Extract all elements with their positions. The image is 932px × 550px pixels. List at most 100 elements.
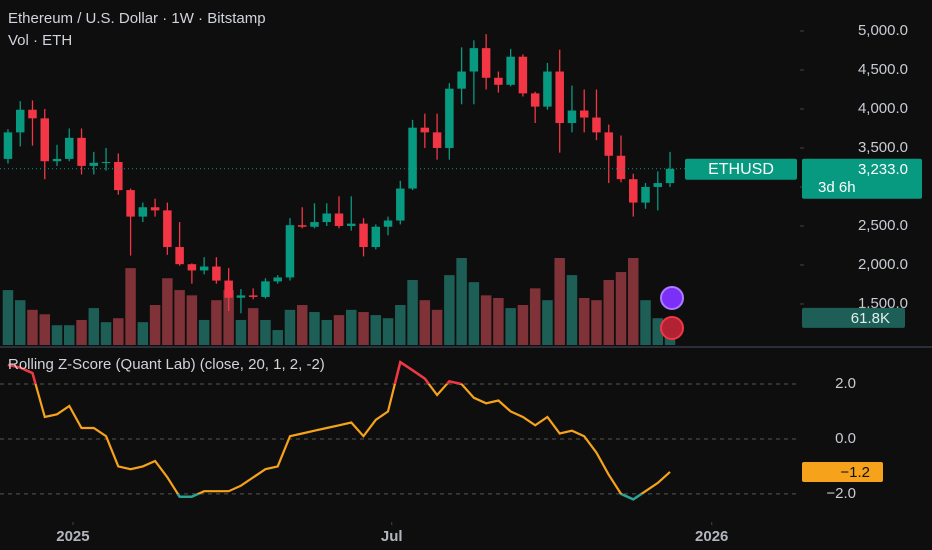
volume-bar (51, 325, 63, 345)
volume-bar (358, 312, 369, 345)
candle-body (481, 48, 491, 78)
y-tick-label: 2,000.0 (858, 256, 908, 273)
candle-body (665, 168, 675, 184)
indicator-title: Rolling Z-Score (Quant Lab) (close, 20, … (8, 356, 325, 373)
volume-bar (431, 309, 443, 345)
candle-body (408, 127, 417, 189)
candle-body (187, 264, 197, 271)
volume-bar (395, 305, 406, 345)
volume-bar (407, 279, 418, 345)
candle-body (77, 137, 86, 166)
candle-body (40, 118, 50, 162)
volume-bar (578, 297, 590, 345)
candle-body (359, 223, 368, 248)
candle-body (28, 109, 37, 119)
volume-bar (480, 295, 492, 345)
volume-bar (113, 318, 124, 345)
last-price-label: 3,233.0 (858, 161, 908, 178)
volume-bar (591, 300, 602, 345)
candle-body (285, 225, 295, 278)
symbol-box (685, 158, 797, 180)
x-tick-label: 2026 (695, 528, 728, 545)
volume-bar (284, 309, 296, 345)
volume-bar (346, 309, 357, 345)
y-tick-label: −2.0 (826, 485, 856, 502)
candle-body (555, 71, 564, 124)
candle-body (212, 266, 221, 281)
volume-bar (260, 319, 271, 345)
candle-body (396, 188, 405, 221)
volume-bar (174, 290, 185, 345)
candle-body (175, 247, 184, 265)
volume-bar (652, 318, 664, 345)
candle-body (334, 213, 344, 226)
candle-body (163, 210, 172, 248)
chart-title: Ethereum / U.S. Dollar · 1W · Bitstamp (8, 10, 266, 27)
y-tick-label: 0.0 (835, 430, 856, 447)
candle-body (641, 186, 650, 203)
candle-body (579, 110, 589, 118)
volume-bar (333, 315, 345, 345)
flag-icon[interactable] (660, 316, 684, 340)
candle-body (65, 137, 74, 159)
candle-body (543, 71, 552, 107)
zscore-line (7, 360, 671, 501)
candle-body (469, 48, 479, 72)
volume-bar (493, 297, 504, 345)
candle-body (616, 155, 626, 180)
candle-body (248, 295, 258, 297)
volume-bar (211, 300, 222, 345)
y-tick-label: 3,500.0 (858, 139, 908, 156)
volume-bar (125, 268, 136, 345)
candle-body (150, 207, 160, 211)
volume-bar (39, 314, 51, 345)
volume-bar (162, 278, 173, 345)
volume-title: Vol · ETH (8, 32, 72, 49)
volume-box (802, 307, 905, 328)
candle-body (494, 77, 503, 85)
candle-body (224, 280, 233, 298)
x-tick-label: 2025 (56, 528, 89, 545)
candle-body (273, 277, 282, 282)
y-tick-label: 1,500.0 (858, 295, 908, 312)
candle-body (52, 158, 62, 162)
y-tick-label: 2,500.0 (858, 217, 908, 234)
candle-body (518, 56, 528, 94)
volume-bar (529, 288, 541, 345)
volume-bar (296, 305, 308, 345)
candle-body (101, 162, 111, 164)
volume-bar (198, 319, 210, 345)
candle-body (310, 222, 319, 227)
candle-body (126, 190, 135, 217)
candle-body (592, 117, 601, 133)
candle-body (371, 226, 381, 248)
volume-bar (76, 319, 87, 345)
volume-bar (370, 315, 382, 345)
volume-bar (309, 312, 320, 345)
volume-bar (100, 322, 112, 345)
volume-bar (419, 300, 431, 345)
volume-bar (468, 282, 480, 345)
volume-bar (615, 272, 627, 345)
price-box (802, 158, 922, 199)
candle-body (199, 266, 209, 271)
event-icon[interactable] (660, 286, 684, 310)
volume-bar (603, 279, 614, 345)
candle-body (420, 127, 430, 133)
candle-body (297, 225, 307, 227)
volume-last-label: 61.8K (851, 310, 890, 327)
volume-bar (566, 275, 578, 345)
candle-body (261, 281, 270, 297)
candle-body (322, 213, 331, 223)
volume-bar (88, 308, 100, 345)
candle-body (457, 71, 466, 89)
candle-body (432, 132, 442, 148)
volume-bar (14, 300, 26, 345)
volume-bar (456, 258, 467, 345)
volume-bar (137, 322, 149, 345)
candle-body (89, 162, 99, 166)
candle-body (567, 110, 577, 124)
candle-body (3, 132, 13, 159)
volume-bar (223, 290, 234, 345)
